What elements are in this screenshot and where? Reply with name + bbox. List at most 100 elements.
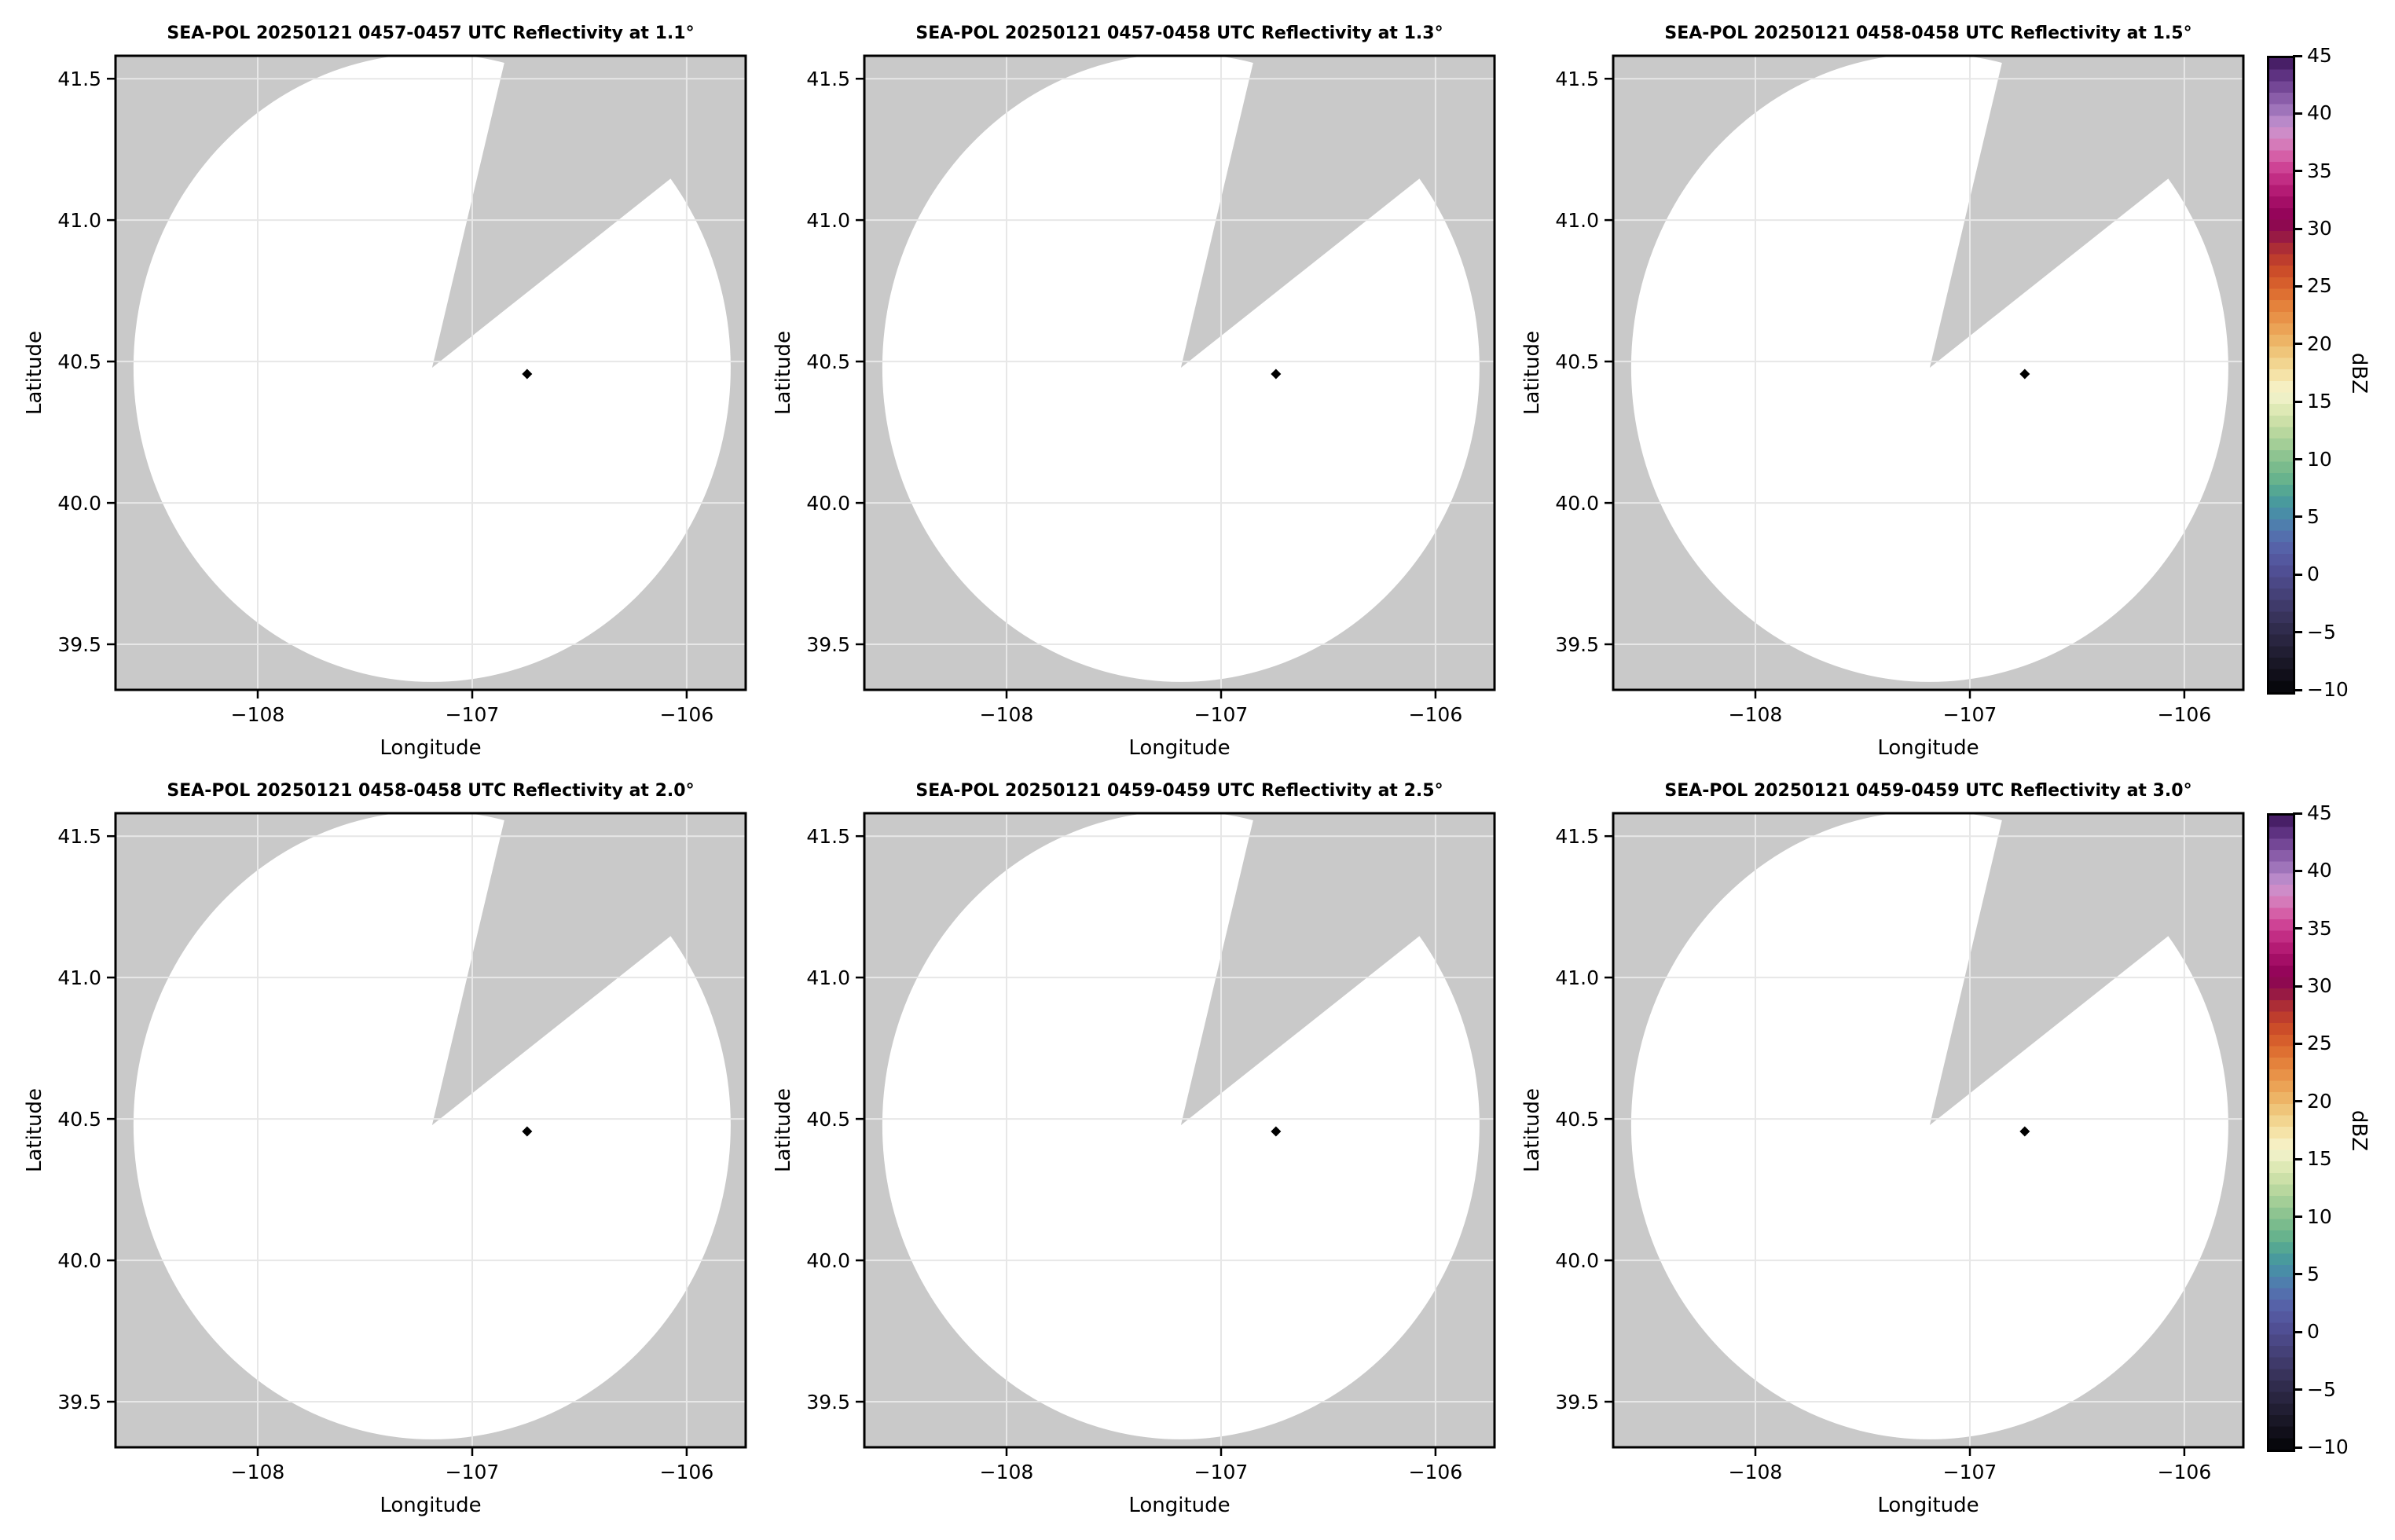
y-tick-label: 41.0: [806, 209, 850, 232]
y-tick-label: 40.5: [806, 350, 850, 373]
plot-frame: [1612, 54, 2245, 691]
y-tick-label: 40.0: [1555, 1249, 1599, 1272]
colorbar-tick-label: 10: [2307, 447, 2332, 471]
y-tick-label: 41.0: [1555, 966, 1599, 989]
x-axis-label: Longitude: [1877, 736, 1979, 760]
x-tick-label: −107: [1194, 1461, 1249, 1483]
colorbar-tick-label: −5: [2307, 1377, 2336, 1401]
colorbar-tick-mark: [2293, 227, 2302, 230]
radar-site-marker: [1271, 1126, 1282, 1137]
colorbar-tick-label: −10: [2307, 1436, 2349, 1458]
colorbar-tick-mark: [2293, 1330, 2302, 1333]
panel-title: SEA-POL 20250121 0459-0459 UTC Reflectiv…: [915, 781, 1443, 801]
colorbar-tick-mark: [2293, 1273, 2302, 1276]
y-axis-label: Latitude: [772, 1088, 795, 1172]
y-tick-label: 41.5: [1555, 68, 1599, 90]
colorbar-tick-label: 30: [2307, 217, 2332, 240]
panel-title: SEA-POL 20250121 0458-0458 UTC Reflectiv…: [1664, 24, 2191, 43]
x-axis-label: Longitude: [1877, 1494, 1979, 1517]
y-tick-label: 41.5: [1555, 825, 1599, 848]
y-tick-label: 40.0: [806, 492, 850, 515]
colorbar-tick-label: 5: [2307, 504, 2320, 528]
colorbar-tick-label: 40: [2307, 859, 2332, 882]
radar-coverage-area: [882, 56, 1480, 682]
x-tick-label: −108: [1729, 1461, 1783, 1483]
colorbar-tick-label: 30: [2307, 974, 2332, 998]
colorbar-gradient: [2269, 816, 2293, 1450]
y-tick-label: 39.5: [57, 1391, 101, 1414]
plot-frame: [1612, 812, 2245, 1449]
radar-panel-4: SEA-POL 20250121 0458-0458 UTC Reflectiv…: [23, 781, 747, 1517]
x-axis-label: Longitude: [380, 1494, 481, 1517]
x-tick-label: −107: [446, 703, 500, 726]
y-tick-label: 40.0: [57, 492, 101, 515]
colorbar-tick-mark: [2293, 688, 2302, 691]
y-tick-label: 41.5: [806, 68, 850, 90]
colorbar-tick-label: 15: [2307, 390, 2332, 413]
panel-title: SEA-POL 20250121 0457-0457 UTC Reflectiv…: [167, 24, 694, 43]
colorbar-tick-label: 25: [2307, 274, 2332, 298]
radar-coverage-area: [133, 813, 731, 1439]
colorbar-tick-mark: [2293, 458, 2302, 461]
colorbar-tick-mark: [2293, 1100, 2302, 1103]
y-tick-label: 41.0: [806, 966, 850, 989]
panel-title: SEA-POL 20250121 0459-0459 UTC Reflectiv…: [1664, 781, 2191, 801]
panel-title: SEA-POL 20250121 0458-0458 UTC Reflectiv…: [167, 781, 694, 801]
colorbar-tick-mark: [2293, 1216, 2302, 1219]
colorbar-tick-label: 25: [2307, 1032, 2332, 1055]
colorbar-axis-label: dBZ: [2347, 1109, 2371, 1151]
x-tick-label: −107: [446, 1461, 500, 1483]
plot-frame: [863, 54, 1496, 691]
colorbar-tick-mark: [2293, 573, 2302, 576]
y-tick-label: 40.0: [57, 1249, 101, 1272]
colorbar-tick-mark: [2293, 343, 2302, 346]
y-tick-label: 41.0: [57, 966, 101, 989]
colorbar-tick-mark: [2293, 869, 2302, 872]
x-tick-label: −107: [1194, 703, 1249, 726]
colorbar-tick-mark: [2293, 284, 2302, 288]
colorbar-gradient: [2269, 58, 2293, 692]
colorbar-tick-label: 10: [2307, 1204, 2332, 1228]
y-tick-label: 39.5: [1555, 1391, 1599, 1414]
y-tick-label: 41.5: [806, 825, 850, 848]
radar-panel-5: SEA-POL 20250121 0459-0459 UTC Reflectiv…: [772, 781, 1496, 1517]
colorbar-tick-mark: [2293, 400, 2302, 403]
colorbar-tick-mark: [2293, 1042, 2302, 1045]
x-tick-label: −108: [980, 1461, 1034, 1483]
colorbar-tick-mark: [2293, 515, 2302, 519]
colorbar-tick-label: 15: [2307, 1147, 2332, 1171]
x-tick-label: −106: [2158, 1461, 2212, 1483]
x-tick-label: −108: [231, 703, 285, 726]
radar-panel-3: SEA-POL 20250121 0458-0458 UTC Reflectiv…: [1520, 24, 2245, 760]
colorbar-tick-label: 20: [2307, 1089, 2332, 1113]
y-tick-label: 41.0: [1555, 209, 1599, 232]
x-axis-label: Longitude: [1128, 1494, 1230, 1517]
colorbar-axis-label: dBZ: [2347, 352, 2371, 394]
y-tick-label: 39.5: [1555, 633, 1599, 656]
x-tick-label: −106: [1409, 703, 1463, 726]
radar-coverage-area: [882, 813, 1480, 1439]
x-tick-label: −108: [980, 703, 1034, 726]
radar-site-marker: [2019, 368, 2030, 380]
radar-site-marker: [522, 1126, 533, 1137]
colorbar-tick-label: 45: [2307, 44, 2332, 67]
colorbar-tick-mark: [2293, 1446, 2302, 1449]
radar-site-marker: [2019, 1126, 2030, 1137]
colorbar-tick-mark: [2293, 112, 2302, 115]
radar-panel-6: SEA-POL 20250121 0459-0459 UTC Reflectiv…: [1520, 781, 2245, 1517]
y-tick-label: 41.5: [57, 825, 101, 848]
radar-site-marker: [522, 368, 533, 380]
colorbar: [2267, 56, 2295, 695]
radar-coverage-area: [1630, 56, 2228, 682]
colorbar-tick-mark: [2293, 927, 2302, 930]
colorbar-tick-mark: [2293, 631, 2302, 634]
colorbar-tick-label: 5: [2307, 1262, 2320, 1285]
x-tick-label: −108: [231, 1461, 285, 1483]
x-tick-label: −106: [660, 703, 714, 726]
colorbar-tick-label: 20: [2307, 332, 2332, 355]
y-tick-label: 40.5: [1555, 1108, 1599, 1131]
plot-frame: [114, 812, 747, 1449]
radar-coverage-area: [133, 56, 731, 682]
colorbar-tick-label: 40: [2307, 101, 2332, 125]
